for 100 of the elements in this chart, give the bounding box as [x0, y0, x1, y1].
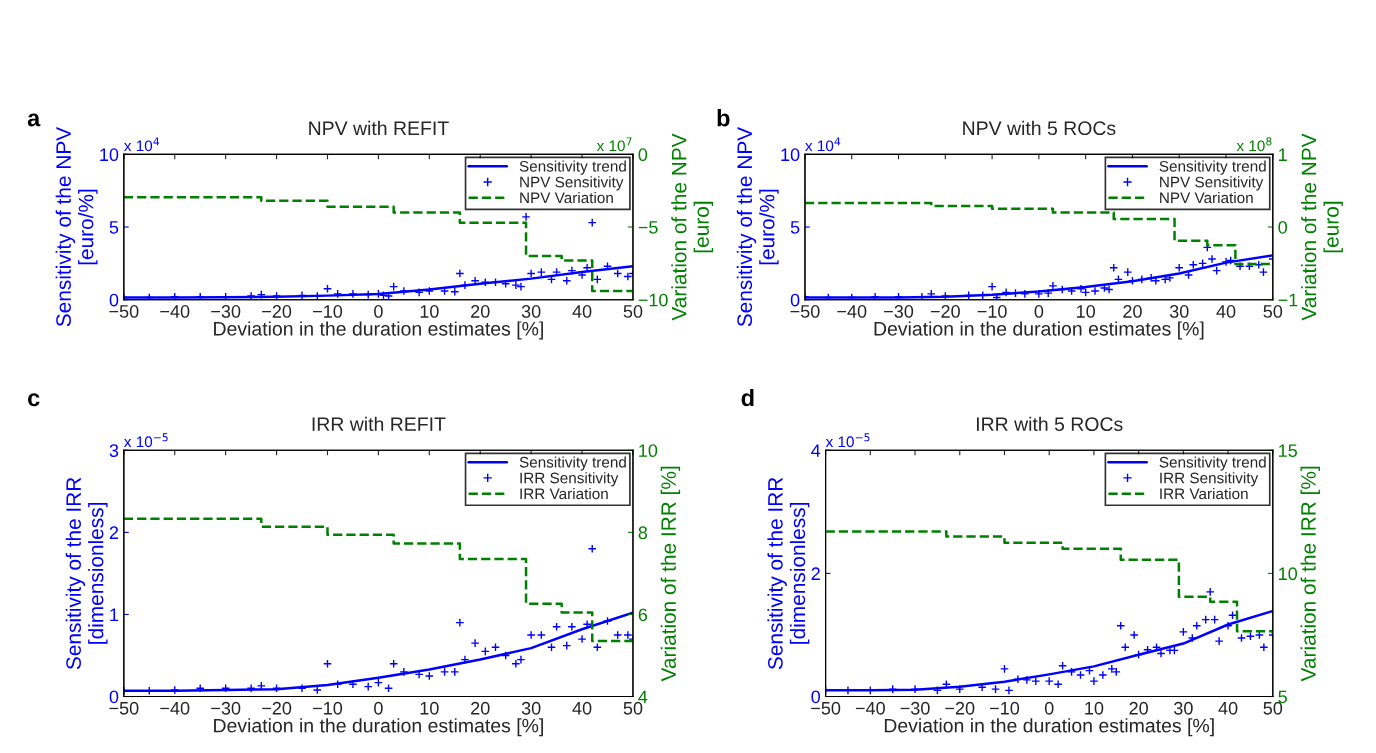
- legend-label: NPV Variation: [520, 192, 613, 204]
- x-axis-title: Deviation in the duration estimates [%]: [214, 321, 543, 340]
- x-tick-label: 30: [521, 305, 541, 318]
- text: x 10$^{7}$: [596, 137, 632, 152]
- y-tick-label: 5: [109, 221, 119, 234]
- x-tick-label: 30: [521, 701, 541, 715]
- x-tick-label: −10: [990, 701, 1020, 715]
- x-tick-label: 10: [420, 305, 439, 318]
- legend-label: IRR Sensitivity: [520, 472, 619, 487]
- legend-label: NPV Sensitivity: [1160, 176, 1264, 191]
- x-tick-label: 10: [420, 701, 439, 715]
- y-tick-label: 1: [110, 608, 119, 621]
- legend-label: Sensitivity trend: [519, 456, 626, 471]
- x-axis-title: Deviation in the duration estimates [%]: [884, 718, 1214, 737]
- legend-label: Sensitivity trend: [1159, 456, 1266, 471]
- y2-axis-title: Variation of the IRR [%]: [1300, 466, 1320, 682]
- text: x 10$^{−5}$: [124, 433, 168, 448]
- x-tick-label: 40: [1218, 701, 1238, 715]
- x-tick-label: 20: [471, 701, 490, 715]
- x-tick-label: −30: [211, 305, 241, 318]
- y-tick-label: 4: [811, 444, 821, 457]
- x-axis-title: Deviation in the duration estimates [%]: [874, 321, 1204, 340]
- chart-title: IRR with 5 ROCs: [976, 416, 1123, 432]
- y2-tick-label: 0: [638, 148, 648, 162]
- text: x 10$^{−5}$: [825, 433, 870, 448]
- y2-tick-label: 0: [1278, 220, 1287, 234]
- text: x 10$^{4}$: [805, 137, 841, 152]
- chart-title: NPV with REFIT: [309, 120, 449, 136]
- x-tick-label: −20: [262, 305, 292, 318]
- y2-tick-label: 10: [639, 444, 658, 458]
- legend-label: NPV Sensitivity: [520, 176, 624, 191]
- x-tick-label: 20: [471, 305, 490, 318]
- text: x 10$^{8}$: [1236, 137, 1272, 152]
- x-tick-label: −20: [262, 701, 292, 715]
- legend-label: NPV Variation: [1160, 192, 1253, 204]
- legend-label: IRR Sensitivity: [1160, 472, 1259, 487]
- text: x 10$^{4}$: [124, 137, 160, 152]
- x-tick-label: 0: [1034, 305, 1044, 318]
- y-tick-label: 2: [109, 526, 119, 539]
- x-tick-label: 20: [1129, 701, 1148, 715]
- y2-tick-label: 6: [638, 608, 648, 622]
- x-tick-label: −40: [855, 701, 885, 715]
- x-tick-label: −50: [109, 305, 139, 318]
- x-tick-label: −10: [313, 305, 343, 318]
- text: b: [717, 109, 730, 127]
- x-tick-label: −40: [837, 305, 867, 318]
- x-tick-label: −50: [109, 701, 139, 715]
- x-tick-label: −30: [900, 701, 930, 715]
- y2-tick-label: −1: [1278, 293, 1298, 307]
- x-tick-label: 0: [374, 701, 383, 715]
- y-tick-label: 0: [811, 690, 821, 704]
- x-tick-label: 10: [1085, 701, 1104, 715]
- x-tick-label: 0: [374, 305, 383, 318]
- chart-title: NPV with 5 ROCs: [963, 120, 1116, 136]
- x-tick-label: 0: [1044, 701, 1054, 715]
- y-tick-label: 0: [109, 293, 119, 307]
- y2-tick-label: −5: [638, 221, 658, 234]
- y-tick-label: 2: [811, 567, 820, 580]
- legend-label: IRR Variation: [1160, 487, 1248, 500]
- y-tick-label: 0: [109, 690, 119, 704]
- x-tick-label: −10: [313, 701, 343, 715]
- legend-label: IRR Variation: [520, 487, 608, 500]
- y2-tick-label: 4: [638, 690, 648, 704]
- x-tick-label: 30: [1174, 701, 1193, 715]
- y-tick-label: 5: [790, 221, 800, 234]
- x-tick-label: 10: [1077, 305, 1095, 318]
- text: a: [27, 113, 41, 127]
- x-tick-label: −30: [884, 305, 914, 318]
- x-tick-label: −40: [160, 701, 190, 715]
- x-tick-label: 50: [623, 701, 643, 715]
- y-axis-title: Sensitivity of the NPV [euro/%]: [55, 126, 98, 327]
- y-axis-title: Sensitivity of the IRR [dimensionless]: [65, 477, 108, 670]
- text: d: [741, 388, 754, 407]
- y-tick-label: 10: [100, 148, 119, 162]
- x-axis-title: Deviation in the duration estimates [%]: [214, 718, 543, 737]
- y-tick-label: 0: [790, 293, 800, 307]
- x-tick-label: 50: [623, 305, 643, 318]
- y2-axis-title: Variation of the IRR [%]: [660, 466, 681, 682]
- text: c: [28, 393, 40, 407]
- x-tick-label: 20: [1123, 305, 1142, 318]
- y-tick-label: 3: [109, 444, 119, 458]
- y2-tick-label: 1: [1279, 148, 1287, 161]
- x-tick-label: −20: [945, 701, 975, 715]
- y-axis-title: Sensitivity of the IRR [dimensionless]: [767, 477, 810, 670]
- y2-axis-title: Variation of the NPV [euro]: [1301, 133, 1343, 321]
- y-tick-label: 10: [781, 148, 800, 162]
- x-tick-label: −50: [790, 305, 820, 318]
- x-tick-label: −10: [977, 305, 1007, 318]
- x-tick-label: −20: [930, 305, 960, 318]
- y-axis-title: Sensitivity of the NPV [euro/%]: [736, 126, 779, 327]
- y2-tick-label: −10: [638, 293, 668, 307]
- y2-axis-title: Variation of the NPV [euro]: [671, 133, 714, 321]
- chart-title: IRR with REFIT: [312, 416, 446, 431]
- x-tick-label: 40: [1216, 305, 1236, 318]
- x-tick-label: 40: [572, 701, 592, 715]
- x-tick-label: 40: [572, 305, 592, 318]
- legend-label: Sensitivity trend: [519, 160, 626, 175]
- legend-label: Sensitivity trend: [1159, 160, 1266, 175]
- y2-tick-label: 15: [1279, 444, 1297, 458]
- y2-tick-label: 8: [638, 526, 648, 540]
